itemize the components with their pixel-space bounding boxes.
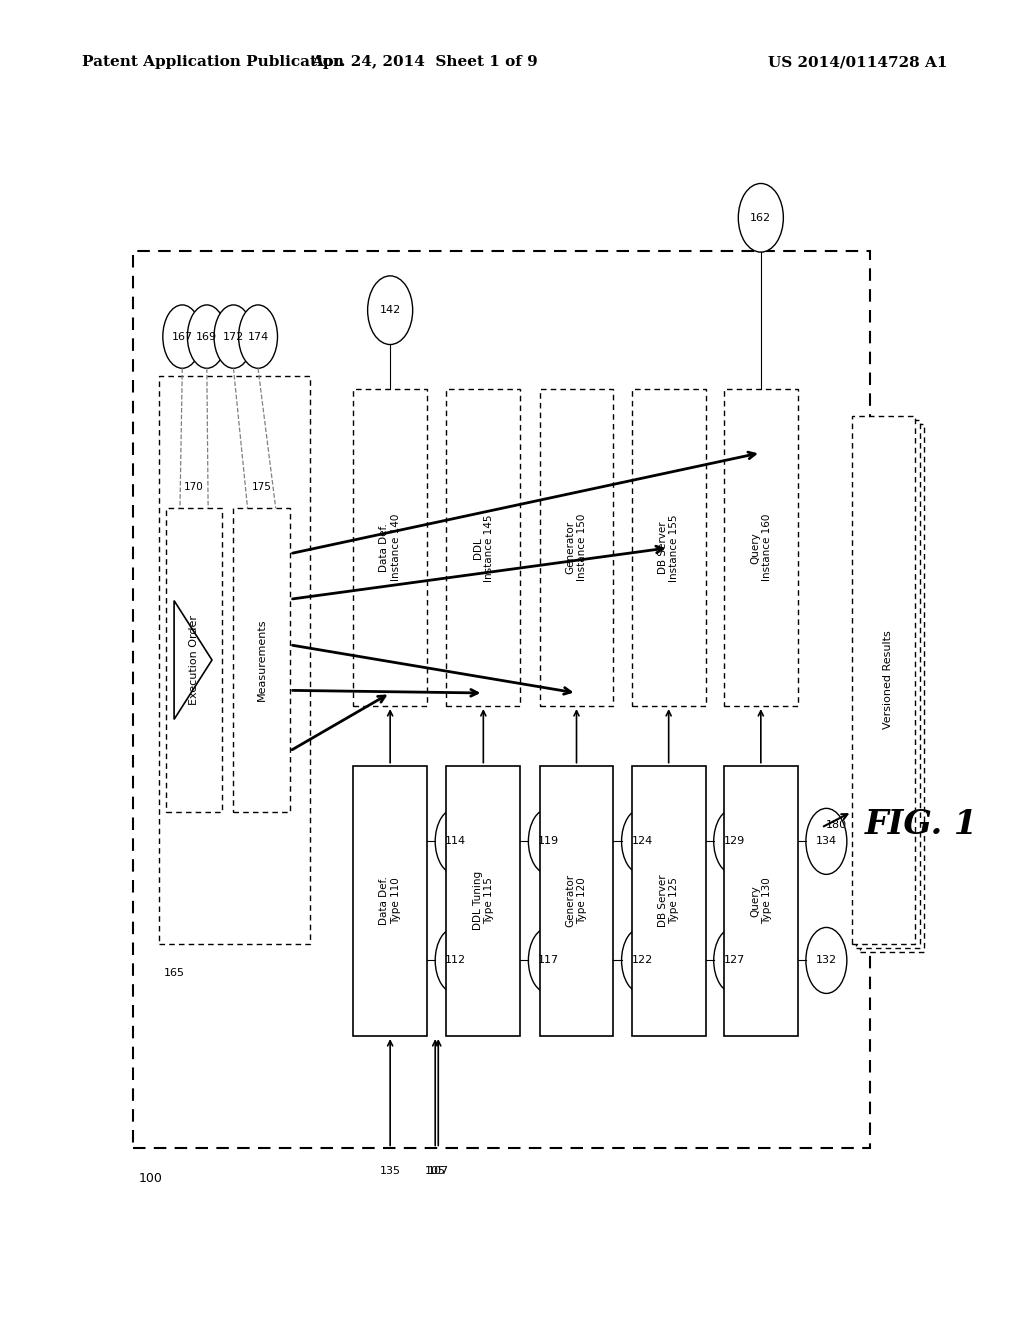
FancyBboxPatch shape <box>353 389 427 706</box>
Text: 134: 134 <box>816 837 837 846</box>
Text: 107: 107 <box>428 1166 449 1176</box>
FancyBboxPatch shape <box>632 766 706 1036</box>
Text: 175: 175 <box>252 482 271 492</box>
Text: Query
Type 130: Query Type 130 <box>750 878 772 924</box>
Text: 135: 135 <box>380 1166 400 1176</box>
FancyBboxPatch shape <box>632 389 706 706</box>
Text: Versioned Results: Versioned Results <box>883 631 893 729</box>
Text: 165: 165 <box>164 968 185 978</box>
Ellipse shape <box>714 808 755 874</box>
FancyBboxPatch shape <box>353 766 427 1036</box>
Text: DB Server
Type 125: DB Server Type 125 <box>657 875 680 927</box>
Text: Patent Application Publication: Patent Application Publication <box>82 55 344 70</box>
FancyBboxPatch shape <box>540 766 613 1036</box>
Ellipse shape <box>806 808 847 874</box>
Text: 122: 122 <box>632 956 652 965</box>
Ellipse shape <box>163 305 202 368</box>
Text: Execution Order: Execution Order <box>189 615 199 705</box>
Ellipse shape <box>622 808 663 874</box>
Text: US 2014/0114728 A1: US 2014/0114728 A1 <box>768 55 947 70</box>
Ellipse shape <box>738 183 783 252</box>
Text: 114: 114 <box>445 837 466 846</box>
FancyBboxPatch shape <box>446 389 520 706</box>
Ellipse shape <box>187 305 226 368</box>
Text: DB Server
Instance 155: DB Server Instance 155 <box>657 513 680 582</box>
Ellipse shape <box>806 928 847 994</box>
Text: 172: 172 <box>223 331 244 342</box>
FancyBboxPatch shape <box>856 420 920 948</box>
Text: Data Def.
Instance 140: Data Def. Instance 140 <box>379 513 401 582</box>
FancyBboxPatch shape <box>860 424 924 952</box>
FancyBboxPatch shape <box>233 508 290 812</box>
Ellipse shape <box>714 928 755 994</box>
FancyBboxPatch shape <box>852 416 915 944</box>
FancyBboxPatch shape <box>724 389 798 706</box>
Text: 132: 132 <box>816 956 837 965</box>
Text: Apr. 24, 2014  Sheet 1 of 9: Apr. 24, 2014 Sheet 1 of 9 <box>311 55 539 70</box>
Ellipse shape <box>214 305 253 368</box>
Text: 180: 180 <box>825 820 847 830</box>
Text: Generator
Type 120: Generator Type 120 <box>565 874 588 928</box>
Text: 127: 127 <box>724 956 744 965</box>
Text: 167: 167 <box>172 331 193 342</box>
Text: 119: 119 <box>539 837 559 846</box>
FancyBboxPatch shape <box>540 389 613 706</box>
Ellipse shape <box>435 808 476 874</box>
Ellipse shape <box>435 928 476 994</box>
Ellipse shape <box>528 808 569 874</box>
Text: 105: 105 <box>425 1166 445 1176</box>
Text: Measurements: Measurements <box>257 619 266 701</box>
Text: 162: 162 <box>751 213 771 223</box>
Text: 169: 169 <box>197 331 217 342</box>
Text: FIG. 1: FIG. 1 <box>865 808 978 842</box>
FancyBboxPatch shape <box>446 766 520 1036</box>
Ellipse shape <box>368 276 413 345</box>
Ellipse shape <box>622 928 663 994</box>
Text: 117: 117 <box>539 956 559 965</box>
FancyBboxPatch shape <box>166 508 222 812</box>
Text: Data Def.
Type 110: Data Def. Type 110 <box>379 876 401 925</box>
Text: 170: 170 <box>184 482 204 492</box>
Text: Generator
Instance 150: Generator Instance 150 <box>565 513 588 582</box>
FancyBboxPatch shape <box>159 376 310 944</box>
Text: 124: 124 <box>632 837 652 846</box>
Text: Query
Instance 160: Query Instance 160 <box>750 513 772 582</box>
Text: 142: 142 <box>380 305 400 315</box>
Text: DDL Tuning
Type 115: DDL Tuning Type 115 <box>472 871 495 931</box>
Ellipse shape <box>239 305 278 368</box>
Text: 174: 174 <box>248 331 268 342</box>
Ellipse shape <box>528 928 569 994</box>
Text: 100: 100 <box>138 1172 162 1185</box>
FancyBboxPatch shape <box>724 766 798 1036</box>
Text: 129: 129 <box>724 837 744 846</box>
Text: DDL
Instance 145: DDL Instance 145 <box>472 513 495 582</box>
Text: 112: 112 <box>445 956 466 965</box>
